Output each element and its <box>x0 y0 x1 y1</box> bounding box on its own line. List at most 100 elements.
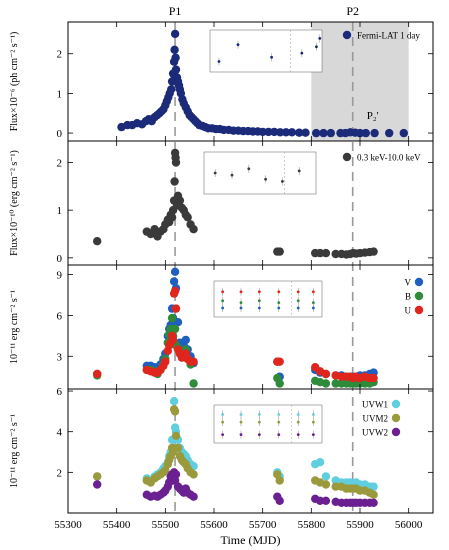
inset-frame <box>213 404 323 444</box>
legend-label: UVW1 <box>362 400 388 410</box>
y-tick-label: 3 <box>57 351 63 363</box>
optical-series-2-point <box>321 369 331 379</box>
inset-point <box>221 290 225 294</box>
inset-point <box>257 290 261 294</box>
xray-series-0-point <box>189 225 198 234</box>
fermi-lat-series-0-point <box>276 128 285 137</box>
fermi-lat-series-0-point <box>319 128 328 138</box>
uv-series-2-point <box>171 470 181 479</box>
fermi-lat-series-0-point <box>361 128 370 138</box>
uv-series-1-point <box>171 431 181 440</box>
fermi-lat-series-0-point <box>355 128 365 138</box>
fermi-lat-series-0-point <box>281 128 291 137</box>
inset-point <box>296 420 300 424</box>
xray-series-0-point <box>369 247 378 256</box>
uv-series-0-point <box>321 472 331 481</box>
uv-series-2-point <box>189 492 198 501</box>
x-axis-label: Time (MJD) <box>221 533 281 547</box>
inset-point <box>230 173 234 177</box>
legend-marker <box>391 399 401 409</box>
fermi-lat-series-0-point <box>326 128 335 138</box>
inset-point <box>297 169 301 173</box>
x-tick-label: 55600 <box>200 519 228 531</box>
inset-point <box>236 43 240 47</box>
fermi-lat-y-axis-label: Flux×10⁻⁶ (ph cm⁻² s⁻¹) <box>9 32 20 132</box>
xray-series-0-point <box>331 249 340 259</box>
optical-series-0-point <box>181 335 190 345</box>
xray-series-0-point <box>175 196 185 205</box>
optical-inset <box>213 280 323 318</box>
inset-point <box>257 413 261 416</box>
legend-label: U <box>405 306 412 316</box>
xray-series-0-point <box>170 177 179 186</box>
legend-marker <box>342 152 352 162</box>
inset-frame <box>213 280 323 318</box>
uv-series-1-point <box>189 470 198 479</box>
optical-series-2-point <box>275 357 284 366</box>
optical-series-2-point <box>189 357 198 366</box>
uv-series-2-point <box>321 496 331 505</box>
uv-y-axis-label: 10⁻¹¹ erg cm⁻² s⁻¹ <box>9 414 20 488</box>
fermi-lat-series-0-point <box>167 85 176 94</box>
inset-point <box>257 306 261 310</box>
legend-label: Fermi-LAT 1 day <box>357 31 420 41</box>
inset-point <box>296 433 300 437</box>
optical-y-axis-label: 10⁻¹¹ erg cm⁻² s⁻¹ <box>9 290 20 364</box>
inset-frame <box>203 151 317 195</box>
optical-series-0-point <box>173 318 183 327</box>
uv-series-0-point <box>315 458 325 467</box>
fermi-lat-series-0-point <box>170 45 179 54</box>
uv-series-1-point <box>369 490 378 499</box>
inset-point <box>281 180 284 183</box>
fermi-lat-series-0-point <box>312 128 321 138</box>
fermi-lat-series-0-point <box>171 65 181 74</box>
legend-label: V <box>405 278 412 288</box>
legend-marker <box>391 413 401 423</box>
inset-point <box>221 306 225 310</box>
uv-series-1-point <box>170 407 180 416</box>
legend-marker <box>391 427 401 437</box>
x-tick-label: 55800 <box>298 519 326 531</box>
y-tick-label: 2 <box>57 157 63 169</box>
fermi-lat-series-0-point <box>295 128 304 137</box>
y-tick-label: 4 <box>57 427 63 439</box>
y-tick-label: 6 <box>57 386 63 398</box>
uv-series-0-point <box>169 397 179 406</box>
legend-marker <box>342 30 352 40</box>
y-tick-label: 9 <box>57 270 63 282</box>
uv-series-2-point <box>369 498 378 507</box>
xray-series-0-point <box>167 213 177 222</box>
fermi-lat-series-0-point <box>287 128 297 137</box>
inset-point <box>318 37 322 40</box>
uv-series-1-point <box>93 472 102 481</box>
inset-point <box>277 413 281 416</box>
inset-point <box>221 299 225 303</box>
legend-marker <box>414 277 424 287</box>
legend-label: 0.3 keV-10.0 keV <box>357 153 421 163</box>
x-tick-label: 55400 <box>103 519 131 531</box>
fermi-lat-series-0-point <box>170 29 180 39</box>
legend-label: UVM2 <box>362 414 388 424</box>
inset-point <box>296 306 300 310</box>
inset-point <box>296 413 300 416</box>
legend-label: B <box>405 292 411 302</box>
xray-series-0-point <box>171 158 181 167</box>
inset-point <box>300 51 304 55</box>
uv-series-2-point <box>315 496 325 505</box>
uv-series-1-point <box>331 482 340 491</box>
inset-point <box>257 420 261 424</box>
fermi-lat-series-0-point <box>385 128 394 138</box>
inset-point <box>257 433 261 437</box>
xray-series-0-point <box>321 248 331 258</box>
period-label-1: P1 <box>169 4 182 18</box>
xray-y-axis-label: Flux×10⁻¹⁰ (erg cm⁻² s⁻¹) <box>9 150 20 256</box>
inset-point <box>264 177 267 181</box>
optical-series-1-point <box>331 379 340 388</box>
inset-point <box>221 433 225 437</box>
period-label-2: P2 <box>346 4 359 18</box>
xray-series-0-point <box>275 247 284 256</box>
inset-point <box>296 290 300 294</box>
xray-series-0-point <box>315 248 325 258</box>
uv-series-1-point <box>321 480 331 489</box>
